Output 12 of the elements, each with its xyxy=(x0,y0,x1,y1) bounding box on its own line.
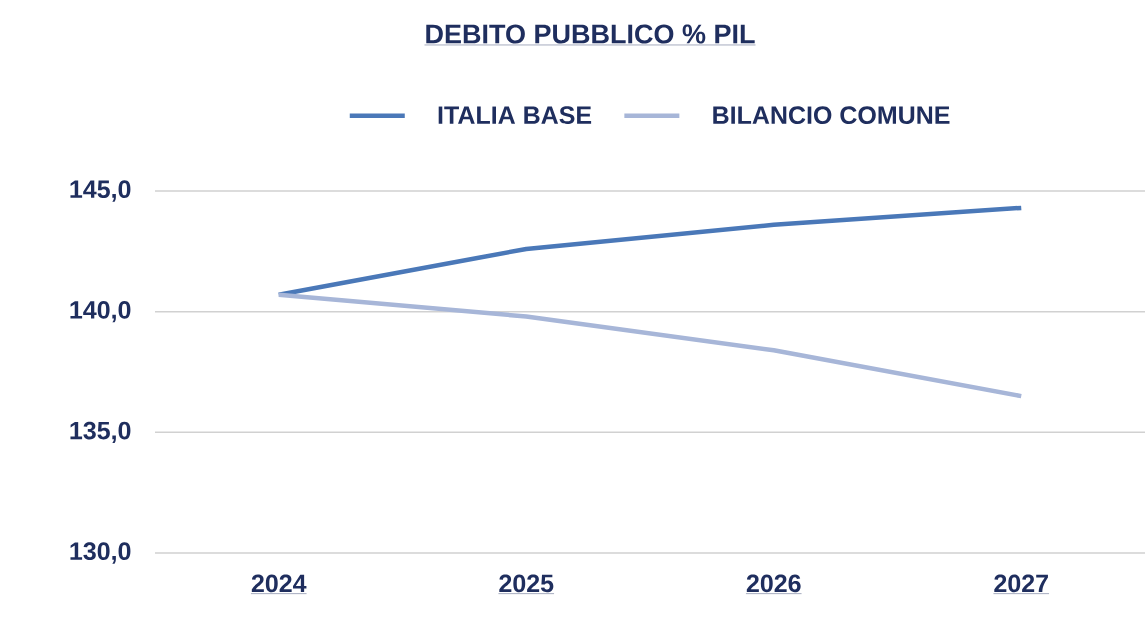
y-tick-label: 140,0 xyxy=(70,301,131,323)
y-tick-label: 130,0 xyxy=(70,542,131,564)
x-tick-label: 2026 xyxy=(746,574,801,593)
legend-label: BILANCIO COMUNE xyxy=(713,106,950,125)
y-tick-label: 145,0 xyxy=(70,180,131,202)
line-series xyxy=(276,292,1024,399)
x-tick-label: 2024 xyxy=(251,574,307,593)
legend-label: ITALIA BASE xyxy=(438,106,592,125)
y-tick-label: 135,0 xyxy=(70,421,131,443)
chart-title: DEBITO PUBBLICO % PIL xyxy=(426,24,755,44)
x-tick-label: 2027 xyxy=(994,574,1048,593)
x-tick-label: 2025 xyxy=(499,574,554,593)
